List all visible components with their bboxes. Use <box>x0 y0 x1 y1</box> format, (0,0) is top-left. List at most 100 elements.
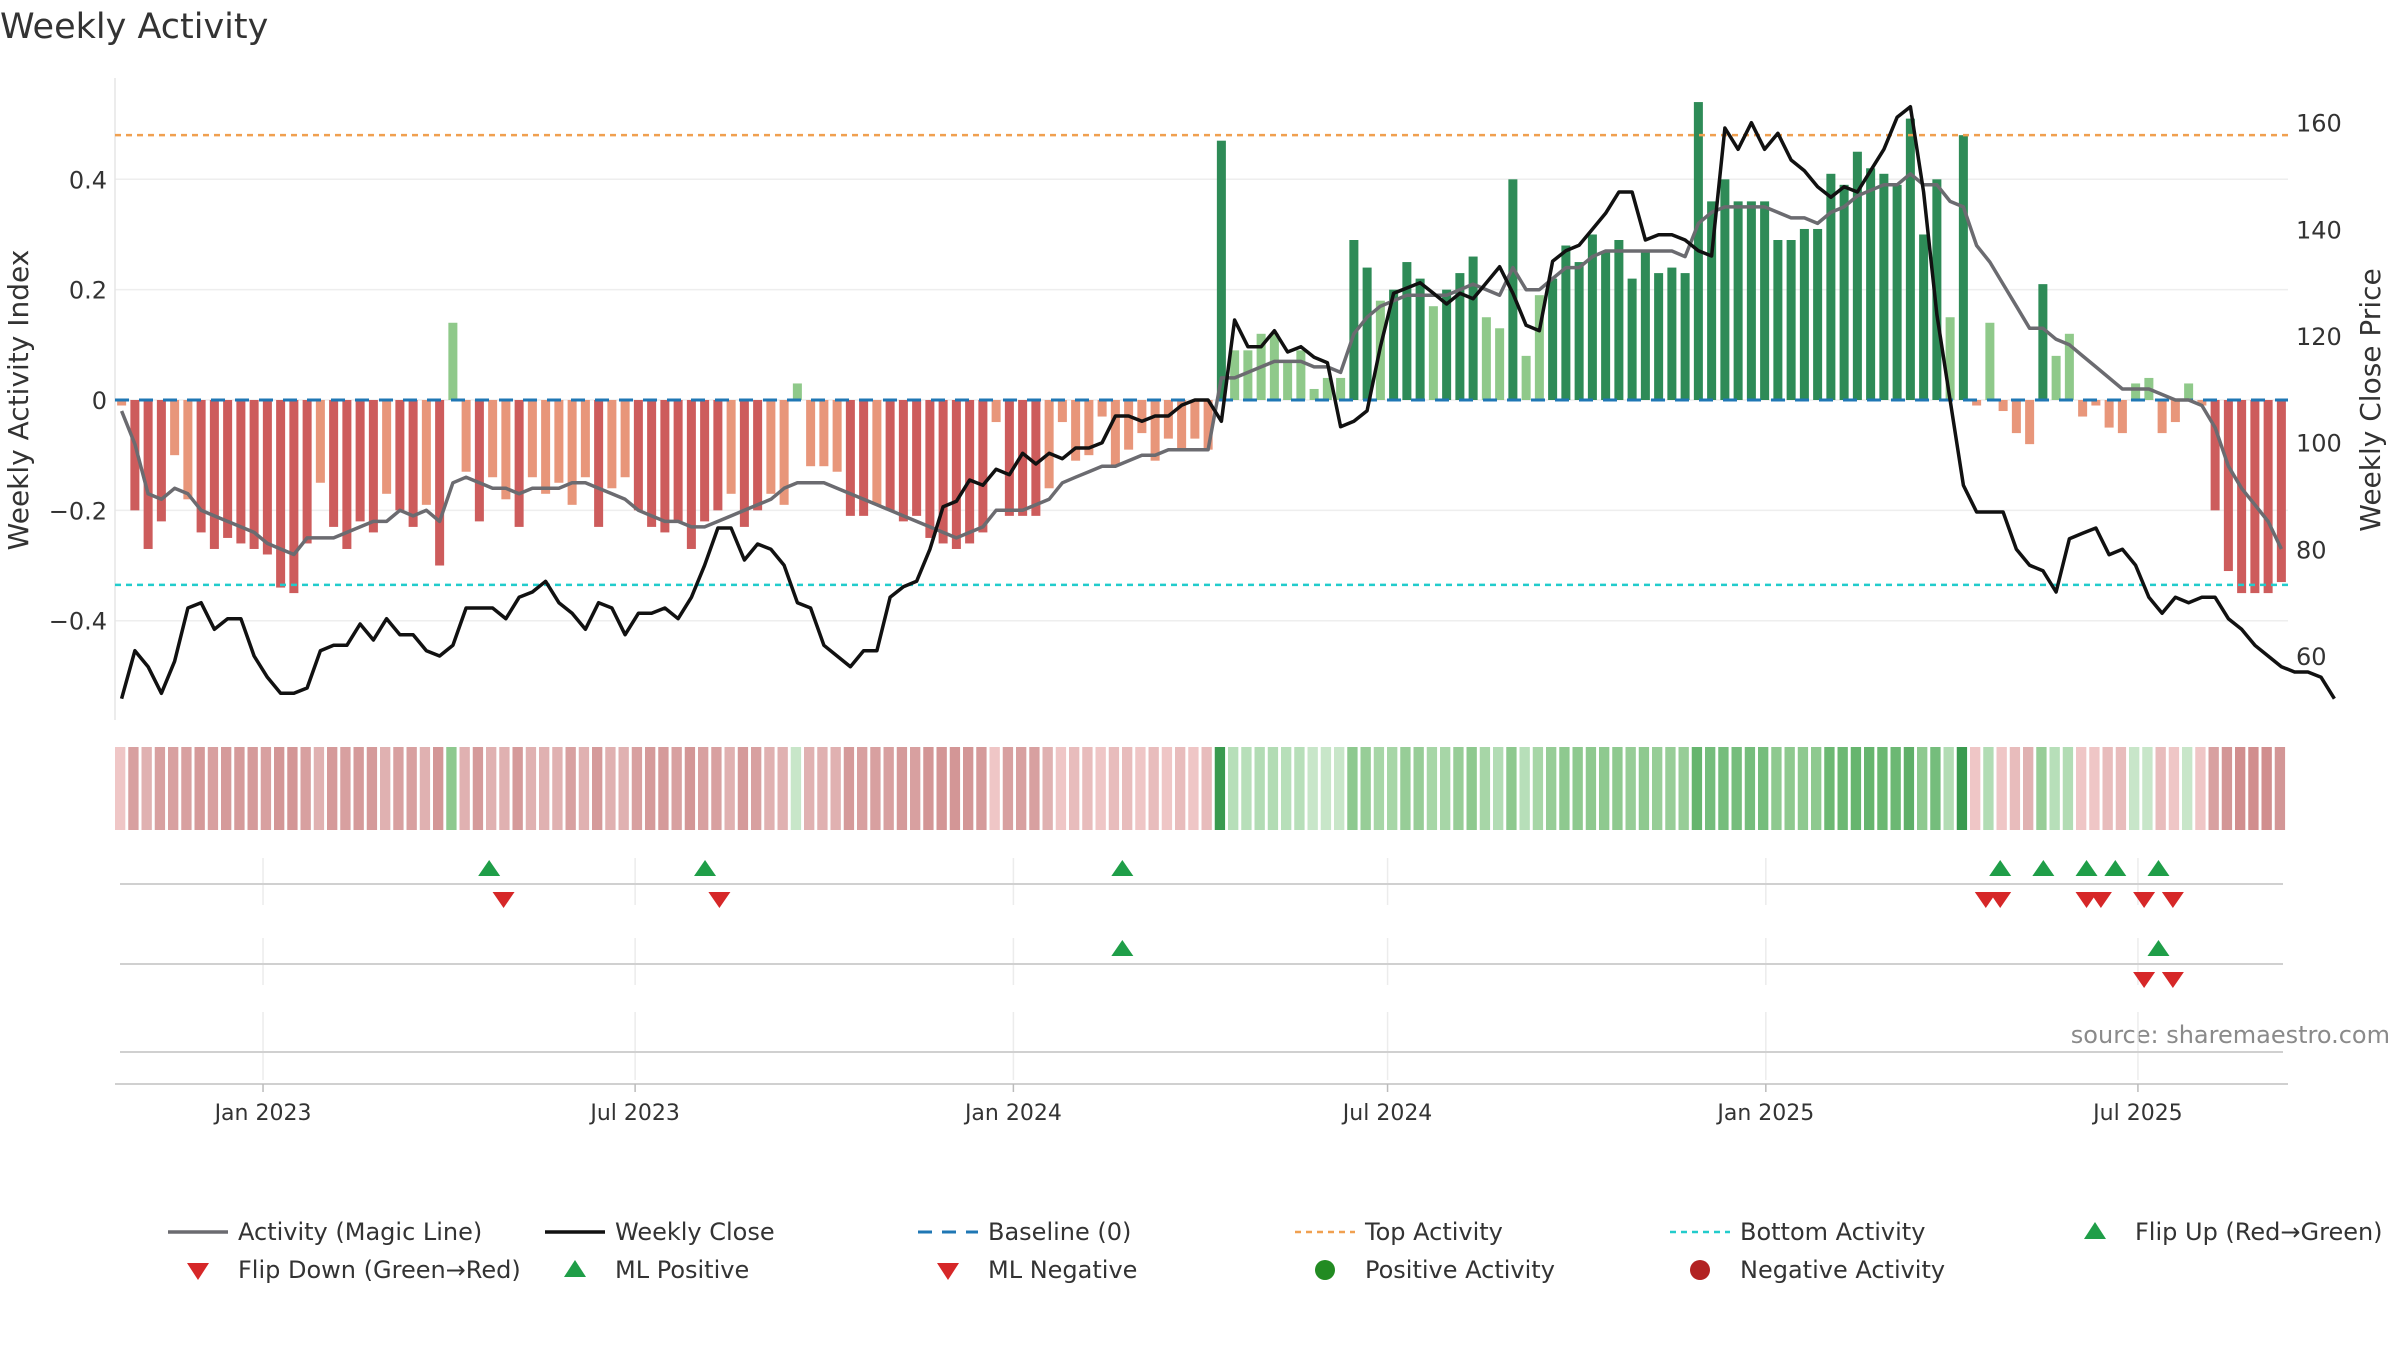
activity-bar <box>2250 400 2260 594</box>
activity-bar <box>302 400 312 544</box>
flip-down-marker <box>492 892 515 908</box>
strip-cell <box>817 747 828 830</box>
activity-bar <box>1919 234 1929 400</box>
activity-bar <box>2237 400 2247 594</box>
strip-cell <box>1665 747 1676 830</box>
strip-cell <box>472 747 484 830</box>
strip-cell <box>1758 747 1769 830</box>
activity-bar <box>1905 118 1915 400</box>
strip-cell <box>1638 747 1650 830</box>
strip-cell <box>128 747 139 830</box>
strip-cell <box>486 747 497 830</box>
x-axis: Jan 2023 Jul 2023 Jan 2024 Jul 2024 Jan 2025… <box>115 1083 2288 1126</box>
main-panel: 0.4 0.2 0 −0.2 −0.4 160 140 120 100 80 60 <box>49 78 2342 720</box>
strip-cell <box>1188 747 1199 830</box>
x-tick-label: Jan 2025 <box>1715 1101 1814 1126</box>
y2-tick-label: 80 <box>2296 536 2327 564</box>
strip-cell <box>154 747 166 830</box>
activity-bar <box>620 400 630 478</box>
activity-bar <box>594 400 604 527</box>
flip-up-marker <box>1111 860 1134 876</box>
legend-label: Activity (Magic Line) <box>238 1218 482 1246</box>
strip-cell <box>2023 747 2034 830</box>
activity-bar <box>1760 201 1770 400</box>
activity-bar <box>2276 400 2286 583</box>
strip-cell <box>1519 747 1530 830</box>
strip-cell <box>949 747 961 830</box>
activity-bar <box>1296 350 1306 400</box>
y-tick-label: 0.2 <box>69 277 107 305</box>
activity-bar <box>1932 179 1942 400</box>
x-tick-label: Jul 2024 <box>1341 1101 1433 1126</box>
activity-bar <box>2117 400 2127 434</box>
activity-bar <box>2091 400 2101 406</box>
strip-cell <box>1426 747 1438 830</box>
strip-cell <box>1532 747 1544 830</box>
flip-up-marker <box>2032 860 2055 876</box>
strip-cell <box>2221 747 2233 830</box>
strip-cell <box>300 747 311 830</box>
strip-cell <box>141 747 152 830</box>
activity-bar <box>1998 400 2008 412</box>
activity-bar <box>1190 400 1200 439</box>
activity-bar <box>1110 400 1120 467</box>
legend-item: Bottom Activity <box>1670 1218 1925 1246</box>
strip-cell <box>1135 747 1146 830</box>
activity-bar <box>779 400 789 505</box>
x-tick-label: Jul 2023 <box>588 1101 680 1126</box>
activity-bar <box>660 400 670 533</box>
strip-cell <box>1201 747 1212 830</box>
y2-tick-label: 120 <box>2296 323 2342 351</box>
activity-bar <box>1071 400 1081 461</box>
x-tick-label: Jul 2025 <box>2091 1101 2183 1126</box>
strip-cell <box>1400 747 1411 830</box>
strip-cell <box>2182 747 2193 830</box>
activity-bar <box>673 400 683 522</box>
activity-bar <box>342 400 352 549</box>
strip-cell <box>1811 747 1822 830</box>
activity-bar <box>2170 400 2180 423</box>
activity-bar <box>1826 173 1836 400</box>
activity-bar <box>1746 201 1756 400</box>
strip-cell <box>2036 747 2047 830</box>
legend-swatch-down-triangle <box>187 1263 209 1280</box>
activity-bar <box>1216 140 1226 401</box>
strip-cell <box>2102 747 2113 830</box>
strip-cell <box>671 747 682 830</box>
strip-cell <box>446 747 457 830</box>
activity-bar <box>1799 228 1809 400</box>
activity-bar <box>1269 333 1279 400</box>
activity-bar <box>2078 400 2088 417</box>
strip-cell <box>1930 747 1941 830</box>
activity-bar <box>1945 317 1955 400</box>
flip-down-marker <box>708 892 731 908</box>
strip-cell <box>2129 747 2140 830</box>
strip-cell <box>1254 747 1265 830</box>
activity-bar <box>1097 400 1107 417</box>
activity-bar <box>912 400 922 516</box>
activity-bar <box>713 400 723 511</box>
strip-cell <box>1917 747 1928 830</box>
strip-cell <box>1559 747 1570 830</box>
strip-cell <box>313 747 325 830</box>
strip-cell <box>1307 747 1318 830</box>
strip-cell <box>1599 747 1610 830</box>
strip-cell <box>1864 747 1875 830</box>
flip-up-marker <box>1989 860 2012 876</box>
strip-cell <box>2248 747 2259 830</box>
strip-cell <box>247 747 258 830</box>
activity-bar <box>249 400 259 549</box>
strip-cell <box>1956 747 1968 830</box>
activity-bar <box>2263 400 2273 594</box>
y2-tick-label: 100 <box>2296 430 2342 458</box>
legend-swatch-up-triangle <box>2084 1222 2106 1239</box>
activity-bar <box>1733 201 1743 400</box>
activity-bar <box>382 400 392 494</box>
activity-bar <box>1349 240 1359 400</box>
activity-bar <box>554 400 564 483</box>
activity-bar <box>2025 400 2035 445</box>
flip-down-marker <box>2161 892 2184 908</box>
strip-cell <box>181 747 192 830</box>
activity-bar <box>832 400 842 472</box>
